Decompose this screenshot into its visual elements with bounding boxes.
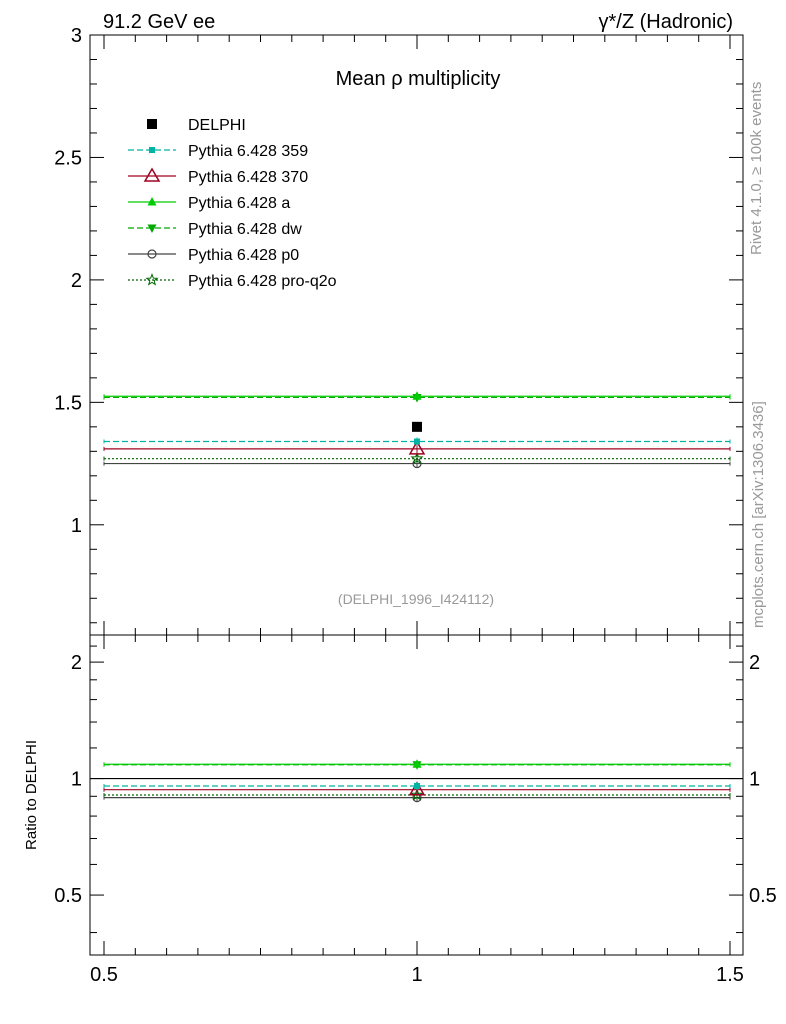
ratio-y-tick-label-left: 0.5 — [54, 885, 82, 907]
y-tick-label: 1.5 — [54, 392, 82, 414]
ratio-y-tick-label-right: 0.5 — [749, 885, 777, 907]
y-tick-label: 2.5 — [54, 147, 82, 169]
y-tick-label: 2 — [71, 270, 82, 292]
legend-marker-delphi — [147, 119, 157, 129]
marker-p370 — [408, 440, 426, 455]
ratio-y-tick-label-left: 2 — [71, 652, 82, 674]
main-title: Mean ρ multiplicity — [336, 68, 501, 90]
rivet-label: Rivet 4.1.0, ≥ 100k events — [748, 82, 765, 255]
marker-delphi — [412, 421, 422, 432]
ratio-marker-pq2o — [410, 788, 424, 801]
legend-marker-pp0 — [147, 249, 157, 259]
x-tick-label: 1 — [411, 964, 422, 986]
main-axis-ticks: 1 1.5 2 2.5 3 — [54, 25, 743, 635]
marker-pa — [412, 391, 422, 400]
ratio-marker-pa — [412, 759, 422, 768]
ratio-y-tick-label-right: 1 — [749, 769, 760, 791]
legend-marker-p359 — [149, 147, 155, 153]
ratio-series-group — [90, 759, 743, 803]
legend-label-pdw: Pythia 6.428 dw — [188, 221, 302, 238]
x-tick-label: 0.5 — [90, 964, 118, 986]
marker-p359 — [414, 438, 420, 445]
ratio-y-tick-label-right: 2 — [749, 652, 760, 674]
legend: DELPHI Pythia 6.428 359 Pythia 6.428 370 Py… — [128, 117, 337, 290]
legend-label-pa: Pythia 6.428 a — [188, 195, 290, 212]
x-tick-label: 1.5 — [716, 964, 744, 986]
legend-label-p370: Pythia 6.428 370 — [188, 169, 308, 186]
ratio-marker-p370 — [408, 781, 426, 796]
ratio-axis-ticks: 0.5 0.5 1 1 2 2 0.5 1 1.5 — [54, 635, 777, 986]
analysis-annotation: (DELPHI_1996_I424112) — [338, 591, 494, 607]
legend-marker-pq2o — [145, 273, 159, 286]
header-right: γ*/Z (Hadronic) — [599, 11, 733, 33]
main-series-group — [103, 391, 731, 469]
legend-label-p359: Pythia 6.428 359 — [188, 143, 308, 160]
legend-label-pp0: Pythia 6.428 p0 — [188, 247, 299, 264]
header-left: 91.2 GeV ee — [103, 11, 215, 33]
legend-marker-pdw — [147, 224, 157, 233]
ratio-ylabel: Ratio to DELPHI — [23, 740, 40, 850]
legend-label-pq2o: Pythia 6.428 pro-q2o — [188, 273, 337, 290]
legend-marker-pa — [147, 197, 157, 206]
ratio-marker-p359 — [414, 782, 420, 789]
marker-pq2o — [410, 451, 424, 465]
legend-label-delphi: DELPHI — [188, 117, 246, 134]
y-tick-label: 3 — [71, 25, 82, 47]
legend-marker-p370 — [143, 167, 161, 182]
ratio-y-tick-label-left: 1 — [71, 769, 82, 791]
y-tick-label: 1 — [71, 515, 82, 537]
mcplots-label: mcplots.cern.ch [arXiv:1306.3436] — [750, 401, 767, 628]
